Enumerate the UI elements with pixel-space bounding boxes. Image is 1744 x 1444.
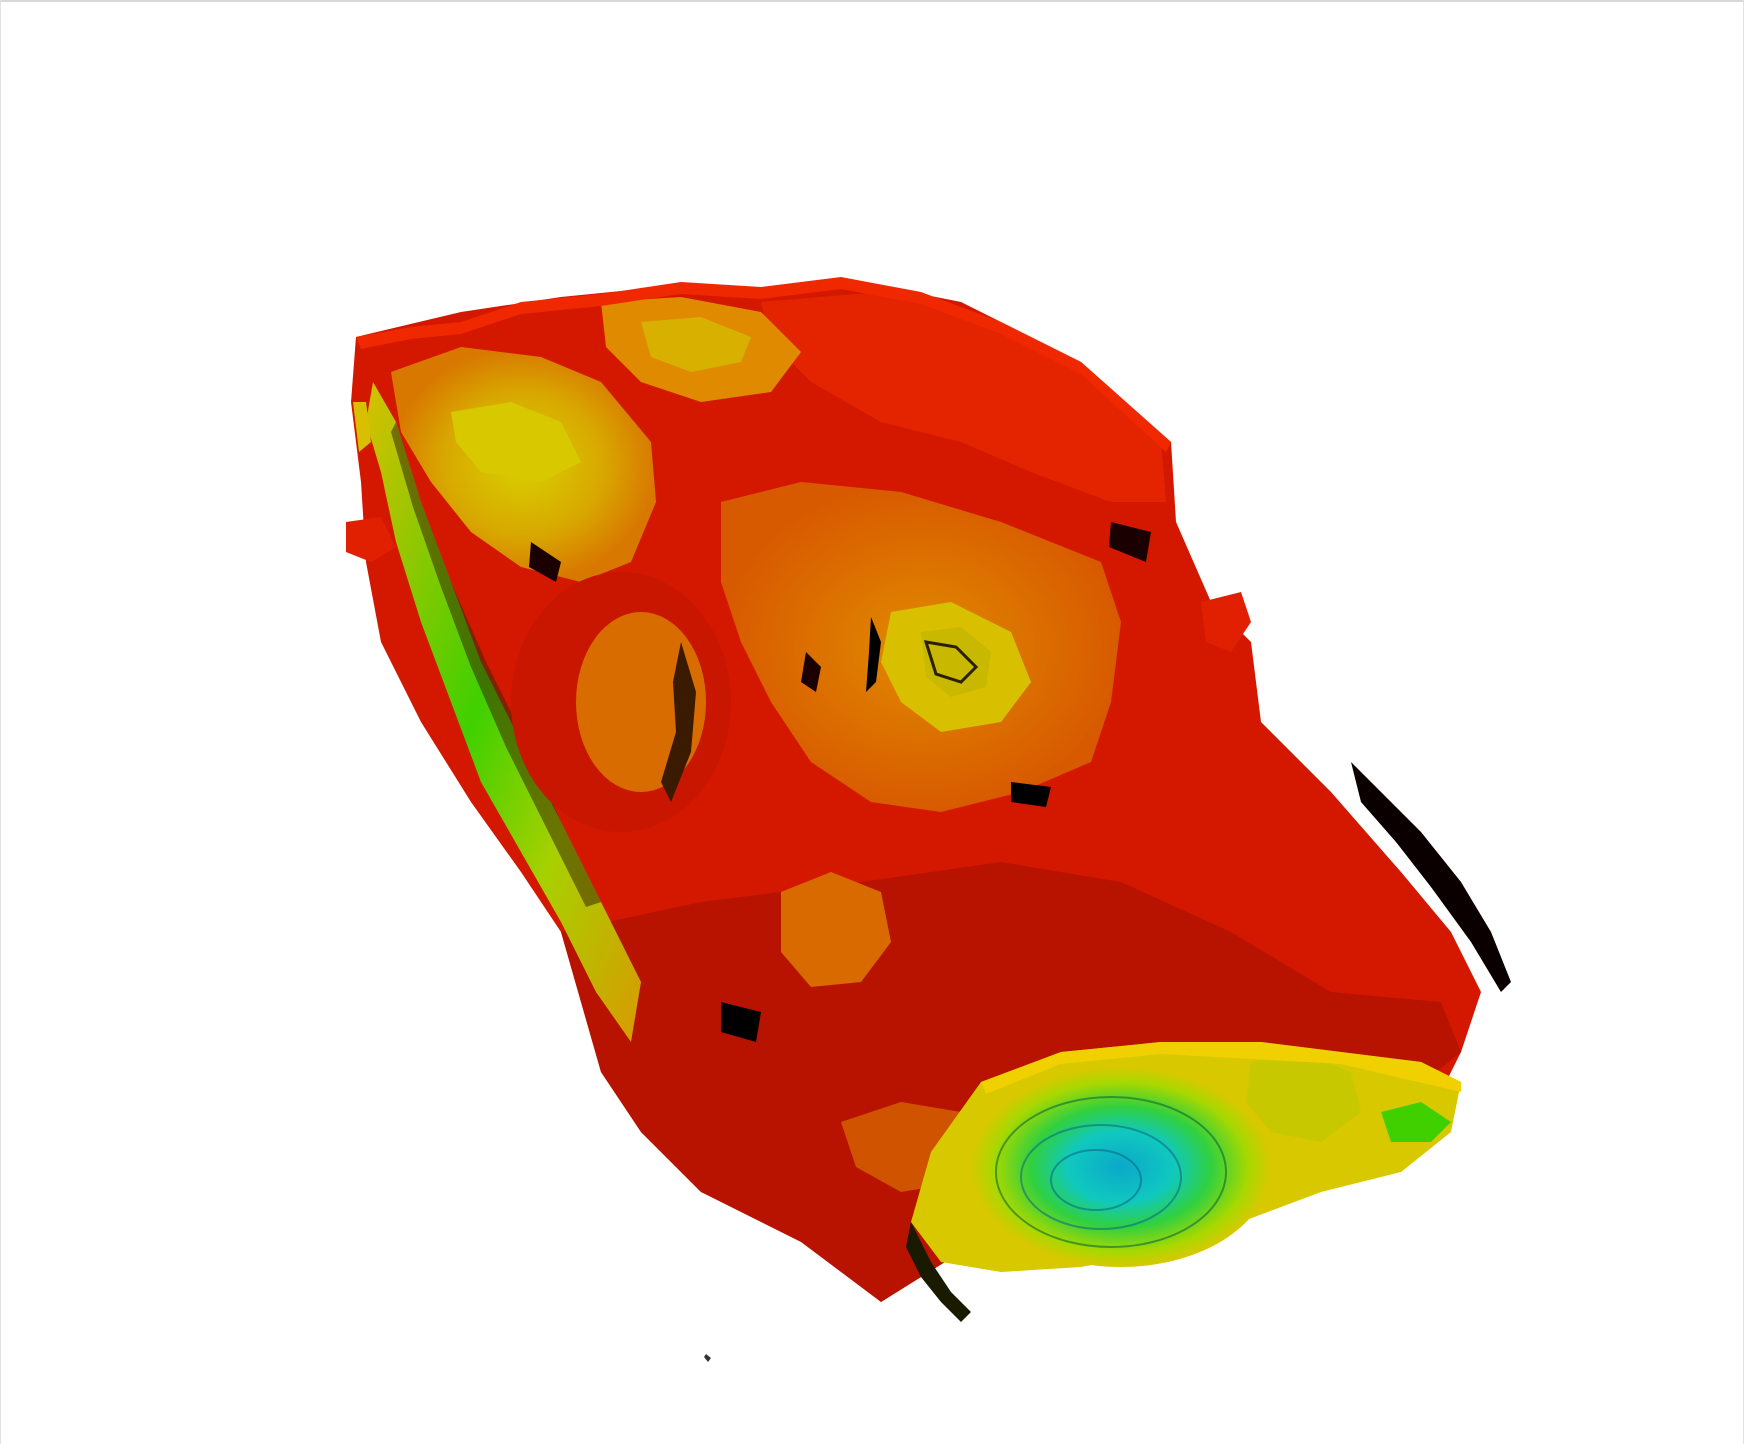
- right-bump: [1201, 592, 1251, 652]
- crevice-4: [1109, 522, 1151, 562]
- cavity-left-shadow: [661, 642, 696, 802]
- crevice-3: [721, 1002, 761, 1042]
- bottom-sheet-green-streak: [1381, 1102, 1451, 1142]
- stray-fragment: [704, 1354, 711, 1362]
- top-ridge: [356, 277, 1171, 452]
- crevice-6: [801, 652, 821, 692]
- lobe-lower-left: [781, 872, 891, 987]
- bottom-sheet-ring-line-1: [995, 1096, 1227, 1248]
- bottom-sheet-ring-line-3: [1050, 1149, 1142, 1211]
- central-basin-ring: [923, 640, 979, 684]
- right-edge-shadow: [1351, 762, 1511, 992]
- bottom-sheet-fringe: [906, 1222, 971, 1322]
- crevice-5: [529, 542, 561, 582]
- bottom-sheet-rings: [971, 1067, 1271, 1267]
- lobe-top-mid-core: [641, 317, 751, 372]
- shade-band-2: [761, 292, 1166, 502]
- left-ridge-yellow: [353, 402, 371, 452]
- left-flap: [346, 517, 396, 562]
- lobe-top-left-spot: [451, 402, 581, 482]
- crevice-2: [1011, 782, 1051, 807]
- bottom-sheet-top-edge: [981, 1042, 1461, 1094]
- bottom-sheet-right-lobe: [1246, 1052, 1361, 1142]
- crevice-1: [866, 617, 881, 692]
- bottom-sheet-ring-line-2: [1020, 1124, 1182, 1230]
